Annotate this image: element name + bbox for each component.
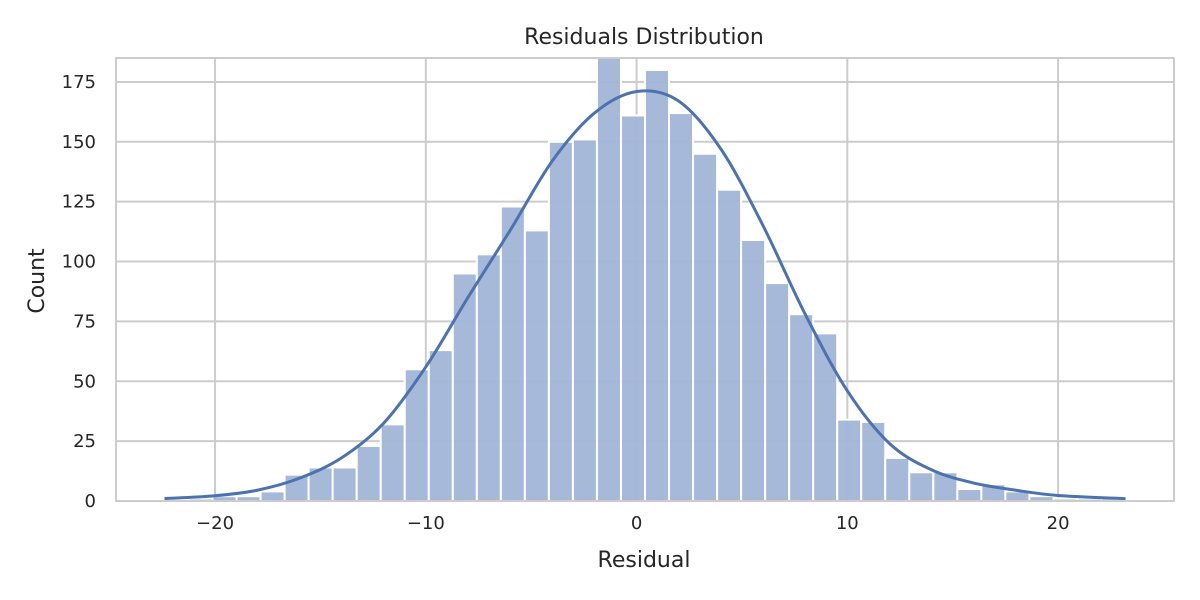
histogram-bar (403, 368, 430, 502)
histogram-bar (355, 444, 382, 502)
y-tick-label: 100 (62, 252, 96, 273)
histogram-bar (619, 114, 646, 502)
x-tick-label: 10 (836, 513, 859, 534)
histogram-bar (836, 418, 863, 502)
y-axis-label: Count (25, 248, 50, 314)
y-tick-label: 175 (62, 72, 96, 93)
histogram-bar (740, 238, 767, 502)
histogram-bar (884, 456, 911, 503)
histogram-bar (451, 272, 478, 502)
histogram-bar (908, 471, 935, 502)
histogram-bar (475, 253, 502, 502)
histogram-bar (812, 332, 839, 503)
histogram-bar (499, 205, 526, 502)
x-tick-label: −10 (407, 513, 445, 534)
y-tick-label: 25 (73, 431, 96, 452)
x-tick-label: −20 (196, 513, 234, 534)
ticks-layer: −20 −10 0 10 20 0 25 50 75 100 125 150 175 (62, 72, 1070, 534)
histogram-bar (427, 349, 454, 502)
histogram-bar (523, 229, 550, 503)
histogram-bar (259, 490, 286, 503)
histogram-bar (331, 466, 358, 502)
histogram-bar (764, 282, 791, 502)
histogram-bar (716, 188, 743, 502)
kde-line (164, 89, 1126, 501)
y-tick-label: 125 (62, 192, 96, 213)
histogram-bar (668, 112, 695, 502)
kde-layer (164, 89, 1126, 501)
bars-layer (187, 57, 1127, 503)
x-tick-label: 0 (631, 513, 642, 534)
histogram-bar (571, 138, 598, 502)
y-tick-label: 75 (73, 311, 96, 332)
histogram-bar (956, 488, 983, 503)
plot-frame (115, 57, 1175, 502)
histogram-bar (547, 140, 574, 502)
x-axis-label: Residual (598, 548, 691, 573)
histogram-bar (379, 423, 406, 503)
x-tick-label: 20 (1047, 513, 1070, 534)
histogram-bar (692, 152, 719, 502)
histogram-bar (788, 313, 815, 502)
y-tick-label: 150 (62, 132, 96, 153)
chart-title: Residuals Distribution (524, 25, 764, 50)
histogram-bar (644, 68, 671, 503)
y-tick-label: 50 (73, 371, 96, 392)
y-tick-label: 0 (85, 491, 96, 512)
histogram-bar (595, 57, 622, 502)
